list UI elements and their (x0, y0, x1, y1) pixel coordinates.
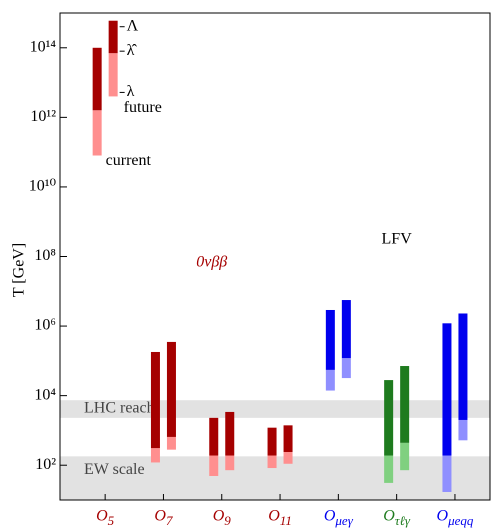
x-tick-label: Oμeqq (437, 508, 474, 528)
bar-light (325, 369, 335, 391)
band-label: EW scale (84, 461, 145, 478)
y-tick-label: 10⁶ (34, 317, 56, 334)
bar-dark (325, 309, 335, 370)
band-label: LHC reach (84, 400, 155, 417)
y-tick-label: 10² (35, 456, 56, 473)
x-tick-subscript: 7 (166, 513, 173, 528)
bar-dark (267, 427, 277, 456)
bar-dark (442, 323, 452, 456)
y-tick-label: 10⁸ (34, 247, 56, 264)
y-tick-label: 10¹⁴ (30, 38, 57, 55)
bar-light (225, 455, 235, 471)
legend-symbol: λ̂ (127, 42, 138, 59)
bar-dark (384, 380, 394, 456)
x-tick-label: Oμeγ (324, 508, 354, 528)
bar-dark (283, 425, 293, 452)
bar-light (400, 442, 410, 471)
annotation: LFV (382, 231, 413, 248)
legend-symbol: λ (127, 83, 135, 100)
annotation: 0νββ (196, 254, 227, 271)
bar-light (341, 358, 351, 379)
x-tick-subscript: 9 (224, 513, 231, 528)
bar-dark (400, 366, 410, 443)
x-tick-subscript: μeγ (334, 513, 353, 528)
bar-light (108, 53, 118, 97)
bar-light (267, 455, 277, 469)
legend-label: future (124, 99, 162, 116)
y-tick-label: 10⁴ (34, 386, 56, 403)
x-tick-subscript: 5 (108, 513, 115, 528)
bar-dark (150, 351, 160, 449)
x-tick-label: O9 (213, 508, 232, 528)
bar-light (209, 455, 219, 476)
bar-light (92, 110, 102, 156)
bar-light (458, 419, 468, 441)
legend-symbol: Λ (127, 17, 139, 34)
legend-label: current (106, 152, 152, 169)
y-tick-label: 10¹⁰ (29, 178, 56, 195)
plot-frame (59, 12, 491, 501)
bar-light (384, 455, 394, 483)
bar-dark (458, 313, 468, 420)
y-tick-label: 10¹² (30, 108, 56, 125)
bar-light (442, 455, 452, 492)
bar-dark (108, 20, 118, 54)
x-tick-label: Oτℓγ (383, 508, 411, 528)
bar-dark (225, 411, 235, 456)
y-axis-label: T [GeV] (11, 243, 28, 297)
x-tick-subscript: μeqq (447, 513, 474, 528)
bar-dark (166, 341, 176, 437)
x-tick-label: O11 (268, 508, 292, 528)
x-tick-label: O7 (154, 508, 173, 528)
bar-light (283, 451, 293, 464)
x-tick-subscript: τℓγ (395, 513, 411, 528)
bar-dark (92, 47, 102, 111)
x-tick-subscript: 11 (280, 513, 292, 528)
bar-dark (341, 300, 351, 359)
bar-dark (209, 417, 219, 456)
bar-light (150, 448, 160, 463)
x-tick-label: O5 (96, 508, 115, 528)
bar-light (166, 436, 176, 450)
